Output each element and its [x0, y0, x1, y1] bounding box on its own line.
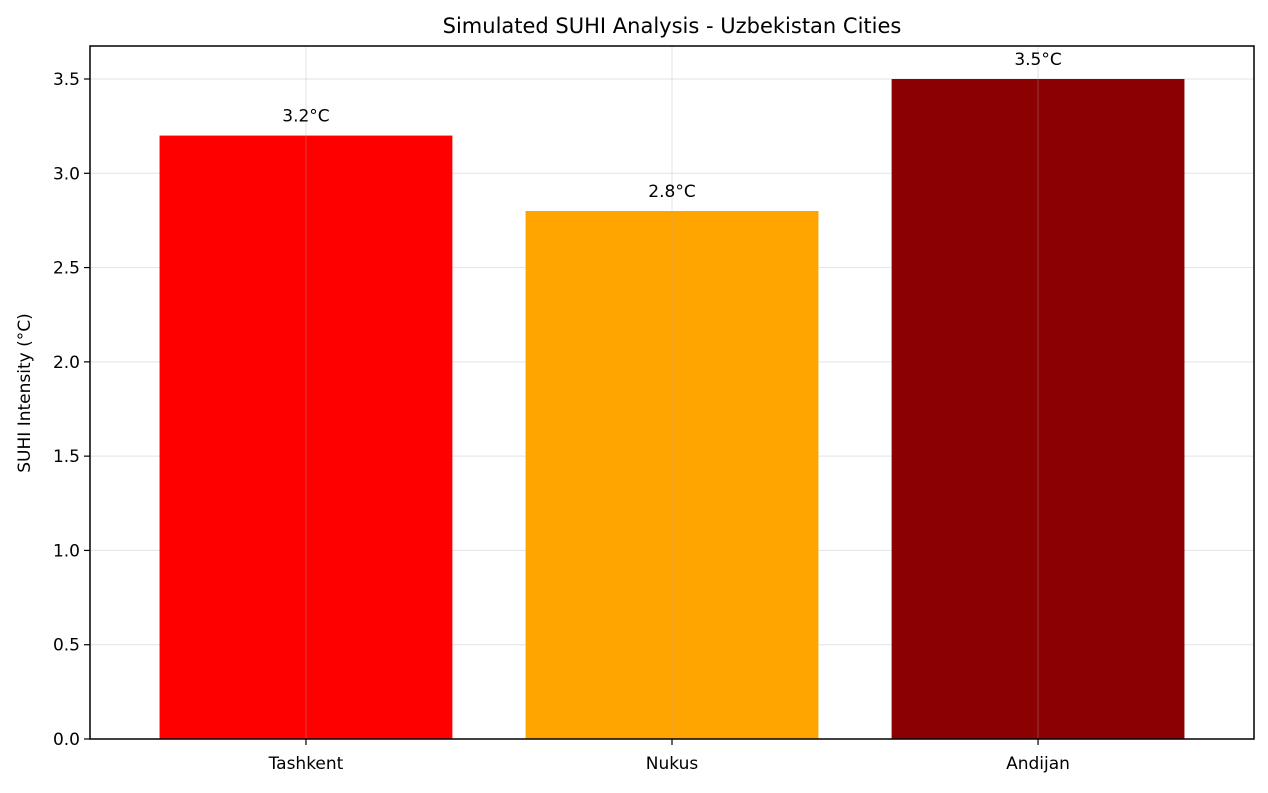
data-label: 3.5°C — [1014, 50, 1061, 70]
y-tick-label: 2.5 — [53, 259, 80, 279]
y-tick-label: 3.0 — [53, 164, 80, 184]
bar-tashkent — [159, 135, 453, 740]
x-axis: Tashkent Nukus Andijan — [268, 739, 1070, 774]
bar-nukus — [525, 211, 819, 739]
plot-frame — [89, 45, 1255, 740]
y-tick-label: 3.5 — [53, 70, 80, 90]
x-tick-label: Tashkent — [268, 754, 344, 774]
y-axis-label: SUHI Intensity (°C) — [15, 313, 35, 472]
data-label: 3.2°C — [282, 107, 329, 127]
x-tick-label: Andijan — [1006, 754, 1070, 774]
x-tick-label: Nukus — [646, 754, 699, 774]
y-tick-label: 2.0 — [53, 353, 80, 373]
y-tick-label: 1.0 — [53, 541, 80, 561]
y-tick-label: 1.5 — [53, 447, 80, 467]
y-tick-label: 0.5 — [53, 636, 80, 656]
data-labels: 3.2°C 2.8°C 3.5°C — [282, 50, 1061, 202]
grid-overlay — [305, 46, 1039, 739]
y-tick-label: 0.0 — [53, 730, 80, 750]
chart-title: Simulated SUHI Analysis - Uzbekistan Cit… — [443, 14, 902, 38]
bar-andijan — [891, 79, 1185, 739]
data-label: 2.8°C — [648, 182, 695, 202]
bars — [159, 79, 1185, 740]
y-axis: 0.0 0.5 1.0 1.5 2.0 2.5 3.0 3.5 — [53, 70, 90, 750]
